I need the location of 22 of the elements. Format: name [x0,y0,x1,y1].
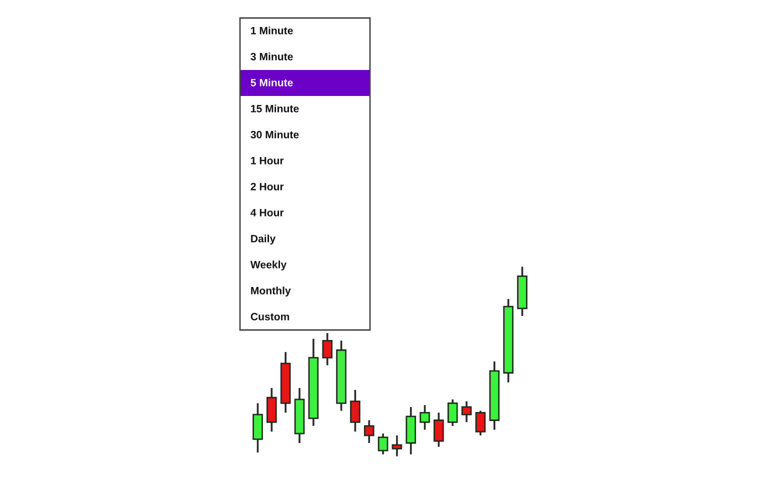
category-label: Monthly [251,286,291,296]
category-label: 15 Minute [251,104,299,112]
category-label: 1 Hour [251,156,284,164]
category-label: 1 Minute [251,26,293,34]
category-label: 2 Hour [250,182,284,190]
category-label: 4 Hour [250,208,284,216]
candlestick [322,332,333,366]
category-label: 5 Minute [250,78,293,86]
candlestick [364,419,374,444]
category-label: 30 Minute [250,130,299,138]
category-label: 3 Minute [250,52,293,60]
candlestick [461,400,472,424]
candlestick [420,404,430,431]
candlestick [475,410,486,436]
candlestick [378,432,388,456]
candlestick [392,434,402,458]
category-label: Custom [250,312,290,320]
category-label: Weekly [250,260,287,270]
candlestick [350,389,360,433]
candlestick [447,398,458,427]
candlestick [434,412,444,448]
category-label: Daily [251,234,276,244]
